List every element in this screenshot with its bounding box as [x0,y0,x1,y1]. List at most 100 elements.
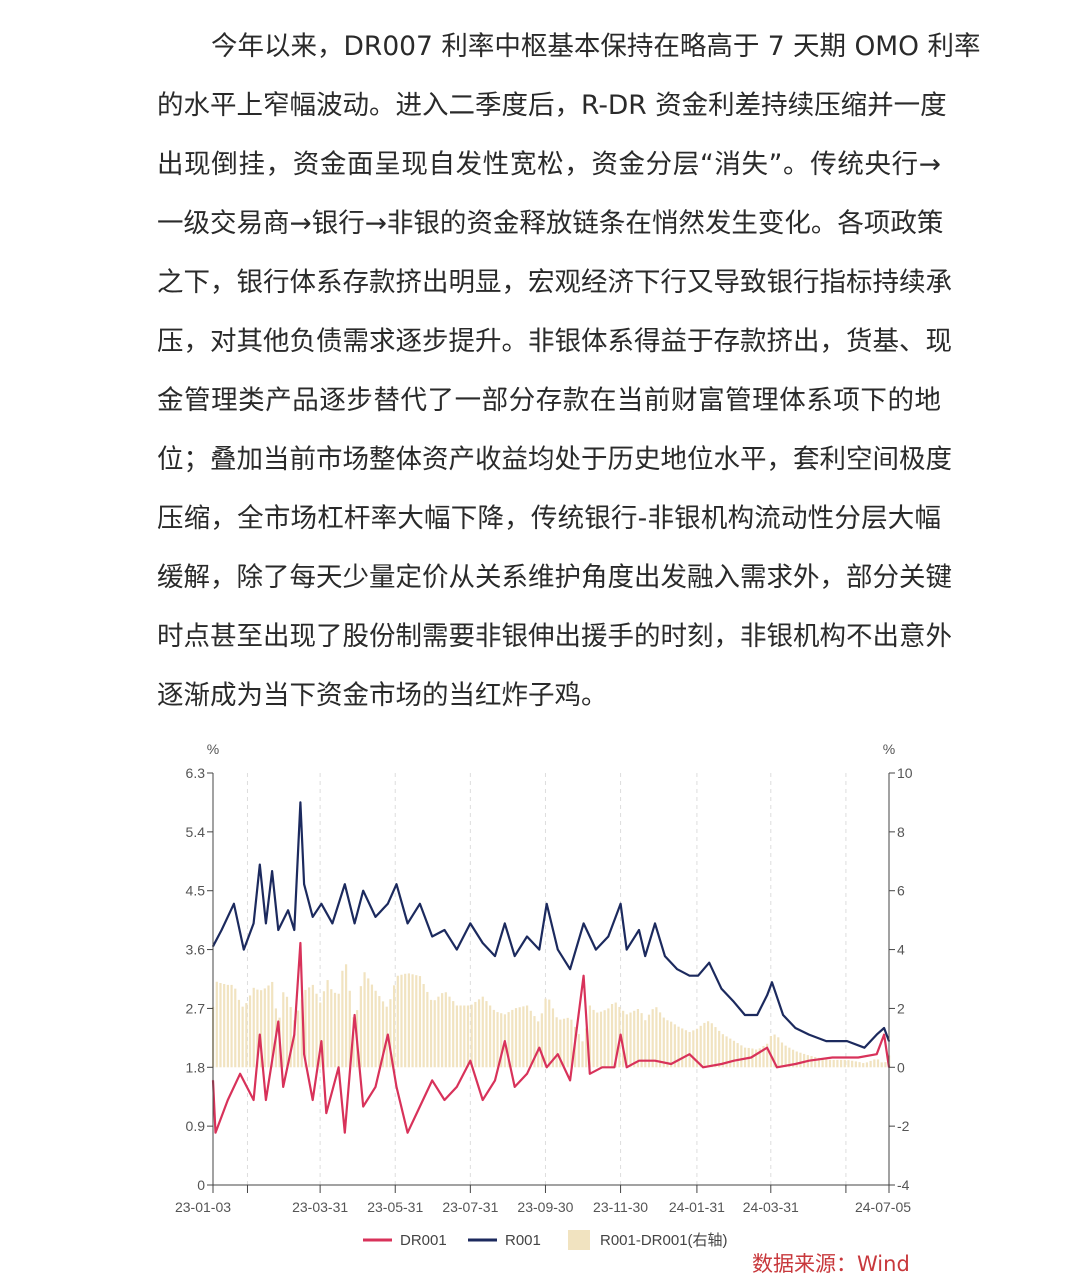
y2-tick-label: -2 [897,1118,910,1134]
spread-bar [470,1004,473,1068]
data-point-dr001 [406,1131,409,1134]
spread-bar [777,1037,780,1068]
spread-bar [695,1028,699,1068]
data-point-dr001 [343,1131,346,1134]
legend: DR001 R001 R001-DR001(右轴) [363,1230,728,1250]
data-point-r001 [406,922,409,925]
spread-bar [644,1020,647,1068]
data-point-r001 [794,1027,797,1029]
data-point-r001 [469,922,472,925]
data-point-r001 [808,1033,810,1036]
spread-bar [426,991,429,1068]
data-point-dr001 [569,1079,571,1082]
spread-bar [477,999,481,1068]
y2-tick-label: 4 [897,942,905,958]
data-point-dr001 [504,1040,506,1042]
y-tick-label: 5.4 [186,824,206,840]
data-point-dr001 [613,1066,616,1069]
spread-bar [603,1010,606,1068]
spread-bar [304,989,307,1068]
y-tick-label: 1.8 [186,1059,206,1075]
spread-bar [260,990,263,1068]
data-point-dr001 [265,1099,267,1101]
legend-spread: R001-DR001(右轴) [600,1232,728,1249]
paragraph-line: 一级交易商→银行→非银的资金释放链条在悄然发生变化。各项政策 [157,208,944,239]
data-point-dr001 [320,1040,323,1042]
spread-bar [865,1062,869,1068]
data-point-r001 [863,1046,866,1049]
legend-dr001: DR001 [400,1232,447,1249]
spread-bar [533,1016,536,1068]
spread-bar [511,1009,514,1068]
data-point-r001 [311,916,314,918]
spread-bar [570,1019,573,1068]
spread-bar [226,984,229,1068]
data-point-dr001 [293,1033,296,1036]
spread-bar [810,1056,813,1068]
data-point-dr001 [226,1099,229,1101]
spread-bar [389,999,392,1068]
data-point-dr001 [733,1059,735,1062]
data-point-dr001 [883,1033,885,1036]
spread-bar [869,1060,872,1068]
data-point-dr001 [702,1066,704,1069]
data-point-dr001 [875,1053,878,1056]
spread-bar [585,1028,588,1068]
spread-bar [710,1023,713,1068]
spread-bar [666,1020,669,1068]
data-point-dr001 [545,1066,548,1069]
data-point-r001 [456,948,458,951]
data-point-r001 [638,929,640,931]
data-point-dr001 [443,1099,446,1101]
spread-bar [651,1009,654,1068]
spread-bar [662,1017,665,1068]
spread-bar [315,993,318,1068]
data-point-r001 [744,1014,746,1016]
x-tick-label: 23-01-03 [175,1199,231,1215]
data-point-r001 [343,883,346,885]
spread-bar [703,1022,706,1068]
spread-bar [489,1005,492,1068]
data-point-r001 [387,902,389,905]
spread-bar [799,1052,802,1068]
data-point-r001 [331,922,334,925]
spread-bar [252,987,255,1068]
data-point-dr001 [337,1066,340,1069]
data-source: 数据来源：Wind [752,1252,910,1276]
spread-bar [732,1040,736,1068]
right-unit: % [883,741,895,757]
y2-tick-label: -4 [897,1177,910,1193]
spread-bar [718,1030,721,1068]
spread-bar [407,973,410,1068]
data-point-r001 [619,902,622,905]
data-point-r001 [556,948,559,951]
data-point-r001 [883,1027,885,1029]
spread-bar [507,1012,510,1068]
spread-bar [780,1042,784,1068]
data-point-dr001 [431,1079,433,1082]
spread-bar [337,993,340,1068]
spread-bar [817,1057,821,1068]
data-point-dr001 [282,1086,284,1088]
spread-bar [311,984,314,1068]
spread-bar [559,1019,562,1068]
spread-bar [300,999,303,1068]
data-point-r001 [538,948,541,951]
spread-bar [459,1005,462,1068]
paragraph-line: 今年以来，DR007 利率中枢基本保持在略高于 7 天期 OMO 利率 [211,31,981,62]
spread-bar [599,1011,603,1068]
spread-bar [622,1010,625,1068]
spread-bar [636,1009,640,1068]
spread-bar [843,1059,846,1068]
spread-bar [370,984,374,1068]
data-point-dr001 [654,1059,656,1062]
data-point-r001 [303,883,305,885]
paragraph-line: 的水平上窄幅波动。进入二季度后，R-DR 资金利差持续压缩并一度 [157,90,947,121]
spread-bar [588,1005,591,1068]
spread-bar [237,999,241,1068]
spread-bar [330,989,333,1068]
spread-bar [223,984,226,1068]
spread-bar [293,1020,296,1068]
data-point-r001 [846,1040,848,1042]
y-tick-label: 0 [197,1177,205,1193]
